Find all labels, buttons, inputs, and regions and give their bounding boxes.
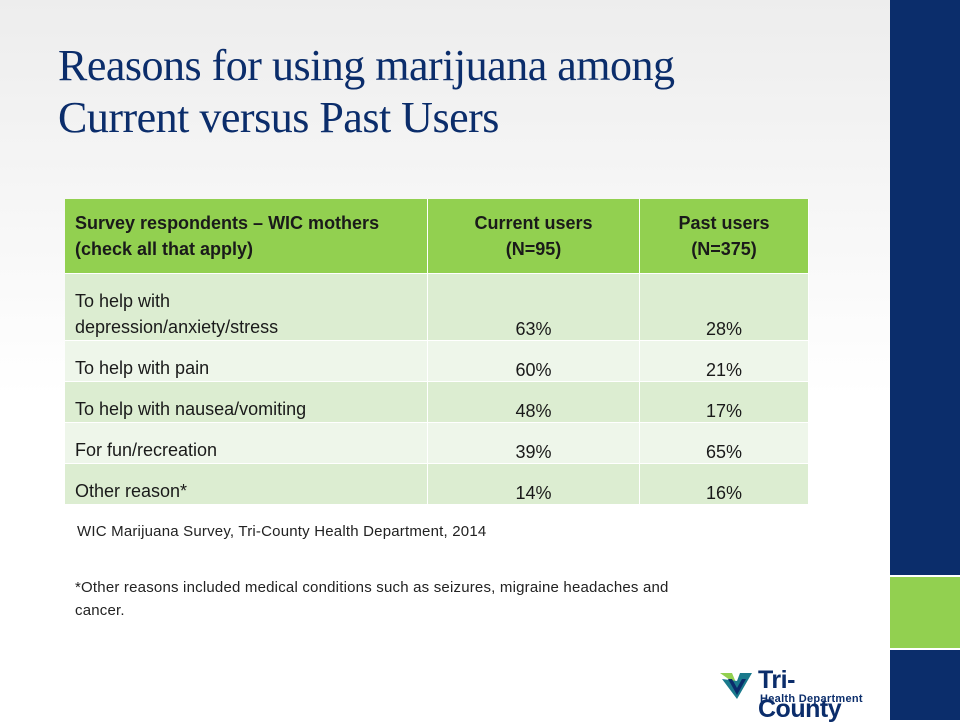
footnote: *Other reasons included medical conditio… xyxy=(75,579,669,619)
header-current-users: Current users (N=95) xyxy=(427,199,640,274)
table-row: For fun/recreation 39% 65% xyxy=(65,422,809,464)
row-current-value: 39% xyxy=(427,422,640,464)
sidebar-accent-navy-bottom xyxy=(890,650,960,720)
table-row: To help with nausea/vomiting 48% 17% xyxy=(65,381,809,423)
header-past-n: (N=375) xyxy=(691,239,757,259)
slide-title: Reasons for using marijuana among Curren… xyxy=(58,40,868,144)
row-current-value: 60% xyxy=(427,340,640,382)
row-past-value: 21% xyxy=(639,340,809,382)
row-past-value: 16% xyxy=(639,463,809,505)
row-reason: For fun/recreation xyxy=(65,422,428,464)
table-row: To help with pain 60% 21% xyxy=(65,340,809,382)
row-past-value: 28% xyxy=(639,273,809,341)
logo-subtitle: Health Department xyxy=(760,693,863,705)
slide-title-line2: Current versus Past Users xyxy=(58,93,499,142)
row-reason-line2: depression/anxiety/stress xyxy=(75,317,279,337)
row-reason: To help with nausea/vomiting xyxy=(65,381,428,423)
slide-title-line1: Reasons for using marijuana among xyxy=(58,41,675,90)
reasons-table: Survey respondents – WIC mothers (check … xyxy=(65,199,809,505)
header-respondents: Survey respondents – WIC mothers (check … xyxy=(65,199,428,274)
row-past-value: 65% xyxy=(639,422,809,464)
table-row: To help with depression/anxiety/stress 6… xyxy=(65,273,809,341)
sidebar-accent-navy-top xyxy=(890,0,960,575)
row-reason: To help with pain xyxy=(65,340,428,382)
tri-county-logo: Tri-County Health Department xyxy=(718,665,874,723)
logo-emblem-icon xyxy=(720,673,752,699)
logo-name: Tri-County xyxy=(758,666,842,723)
row-current-value: 14% xyxy=(427,463,640,505)
row-current-value: 63% xyxy=(427,273,640,341)
header-current-label: Current users xyxy=(474,213,593,233)
source-citation: WIC Marijuana Survey, Tri-County Health … xyxy=(77,523,487,540)
table-row: Other reason* 14% 16% xyxy=(65,463,809,505)
row-current-value: 48% xyxy=(427,381,640,423)
row-reason: To help with depression/anxiety/stress xyxy=(65,273,428,341)
row-reason: Other reason* xyxy=(65,463,428,505)
row-past-value: 17% xyxy=(639,381,809,423)
table-header-row: Survey respondents – WIC mothers (check … xyxy=(65,199,809,274)
sidebar-accent-green xyxy=(890,577,960,648)
header-current-n: (N=95) xyxy=(505,239,562,259)
row-reason-line1: To help with xyxy=(75,291,171,311)
header-past-label: Past users xyxy=(678,213,770,233)
header-past-users: Past users (N=375) xyxy=(639,199,809,274)
